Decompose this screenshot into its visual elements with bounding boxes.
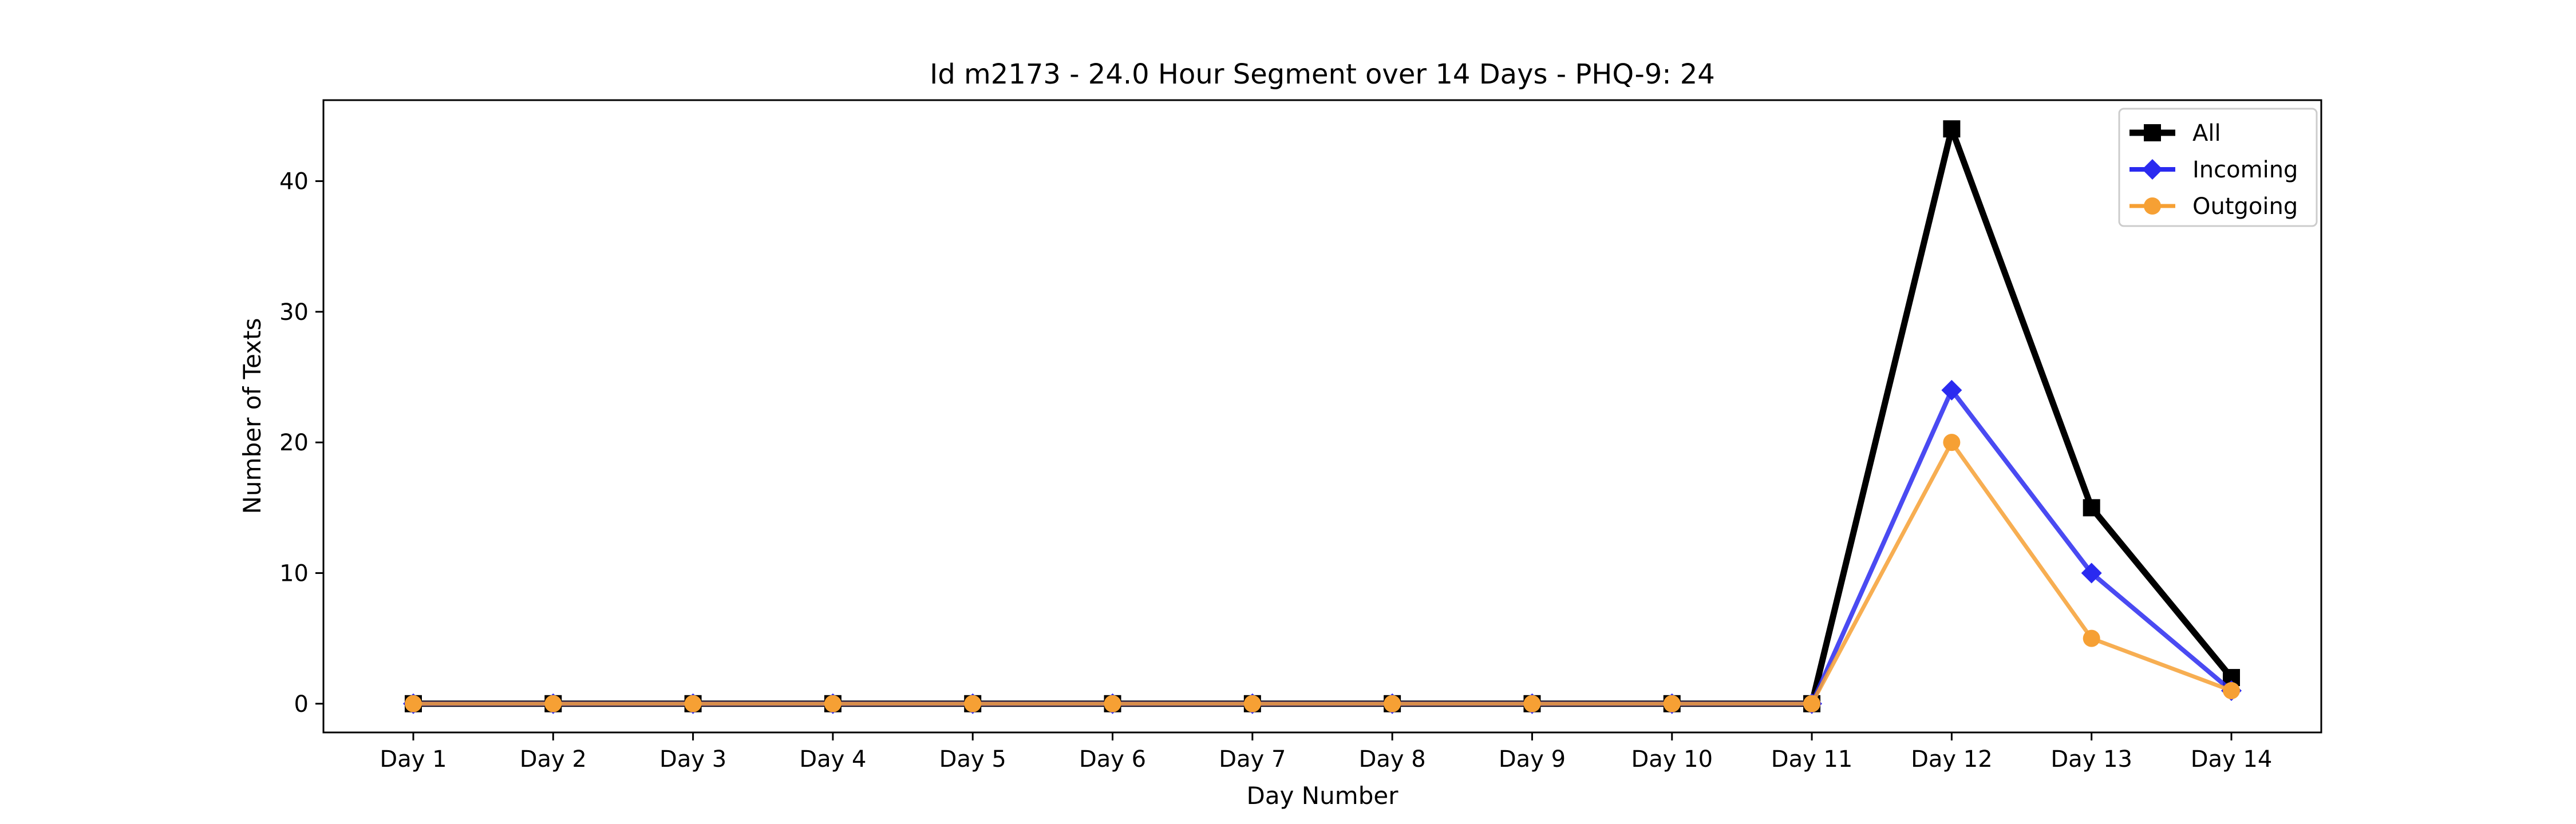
x-tick-label: Day 9 bbox=[1499, 746, 1566, 772]
series-line bbox=[413, 440, 2233, 706]
data-point bbox=[2081, 562, 2102, 584]
x-tick-label: Day 14 bbox=[2191, 746, 2273, 772]
data-point bbox=[2223, 682, 2240, 699]
data-point bbox=[2083, 499, 2100, 517]
x-tick-label: Day 4 bbox=[799, 746, 866, 772]
legend-label: Incoming bbox=[2192, 157, 2298, 183]
y-tick-label: 20 bbox=[279, 430, 309, 456]
data-point bbox=[1663, 695, 1681, 712]
data-point bbox=[1523, 695, 1541, 712]
series-incoming bbox=[403, 379, 2242, 714]
x-tick-label: Day 5 bbox=[939, 746, 1006, 772]
data-point bbox=[684, 695, 702, 712]
series-line bbox=[413, 125, 2234, 707]
chart-title: Id m2173 - 24.0 Hour Segment over 14 Day… bbox=[930, 58, 1715, 90]
data-point bbox=[2144, 124, 2161, 141]
y-tick-label: 10 bbox=[279, 560, 309, 587]
y-tick-label: 40 bbox=[279, 169, 309, 195]
data-point bbox=[544, 695, 562, 712]
data-point bbox=[964, 695, 982, 712]
data-point bbox=[1941, 379, 1962, 401]
legend-label: All bbox=[2192, 120, 2221, 146]
plot-area bbox=[403, 120, 2242, 714]
legend: All Incoming Outgoing bbox=[2118, 108, 2318, 227]
y-axis: 0 10 20 30 40 bbox=[279, 169, 323, 718]
data-point bbox=[1943, 434, 1961, 451]
x-axis-label: Day Number bbox=[1246, 782, 1398, 810]
data-point bbox=[2142, 159, 2163, 180]
x-tick-label: Day 13 bbox=[2050, 746, 2132, 772]
data-point bbox=[1243, 695, 1261, 712]
legend-entry: Incoming bbox=[2129, 157, 2298, 183]
x-tick-label: Day 8 bbox=[1359, 746, 1426, 772]
data-point bbox=[1803, 695, 1821, 712]
x-tick-label: Day 10 bbox=[1631, 746, 1713, 772]
plot-frame bbox=[322, 99, 2322, 734]
series-all bbox=[405, 120, 2240, 712]
legend-entry: Outgoing bbox=[2129, 193, 2298, 220]
y-tick-label: 0 bbox=[294, 691, 309, 718]
y-axis-label: Number of Texts bbox=[238, 318, 266, 514]
x-tick-label: Day 12 bbox=[1911, 746, 1993, 772]
data-point bbox=[1104, 695, 1121, 712]
data-point bbox=[2144, 197, 2161, 215]
data-point bbox=[405, 695, 422, 712]
legend-label: Outgoing bbox=[2192, 193, 2298, 220]
series-outgoing bbox=[405, 434, 2240, 712]
x-tick-label: Day 11 bbox=[1771, 746, 1853, 772]
data-point bbox=[1943, 120, 1961, 138]
legend-box bbox=[2118, 108, 2318, 227]
x-tick-label: Day 1 bbox=[380, 746, 447, 772]
x-tick-label: Day 3 bbox=[659, 746, 726, 772]
legend-entry: All bbox=[2129, 120, 2221, 146]
data-point bbox=[1384, 695, 1401, 712]
x-axis: Day 1 Day 2 Day 3 Day 4 Day 5 Day 6 Day 7 Day 8… bbox=[380, 732, 2272, 772]
series-line bbox=[413, 387, 2233, 706]
x-tick-label: Day 7 bbox=[1219, 746, 1286, 772]
data-point bbox=[2083, 629, 2100, 647]
x-tick-label: Day 6 bbox=[1079, 746, 1146, 772]
data-point bbox=[824, 695, 841, 712]
x-tick-label: Day 2 bbox=[520, 746, 587, 772]
y-tick-label: 30 bbox=[279, 299, 309, 326]
